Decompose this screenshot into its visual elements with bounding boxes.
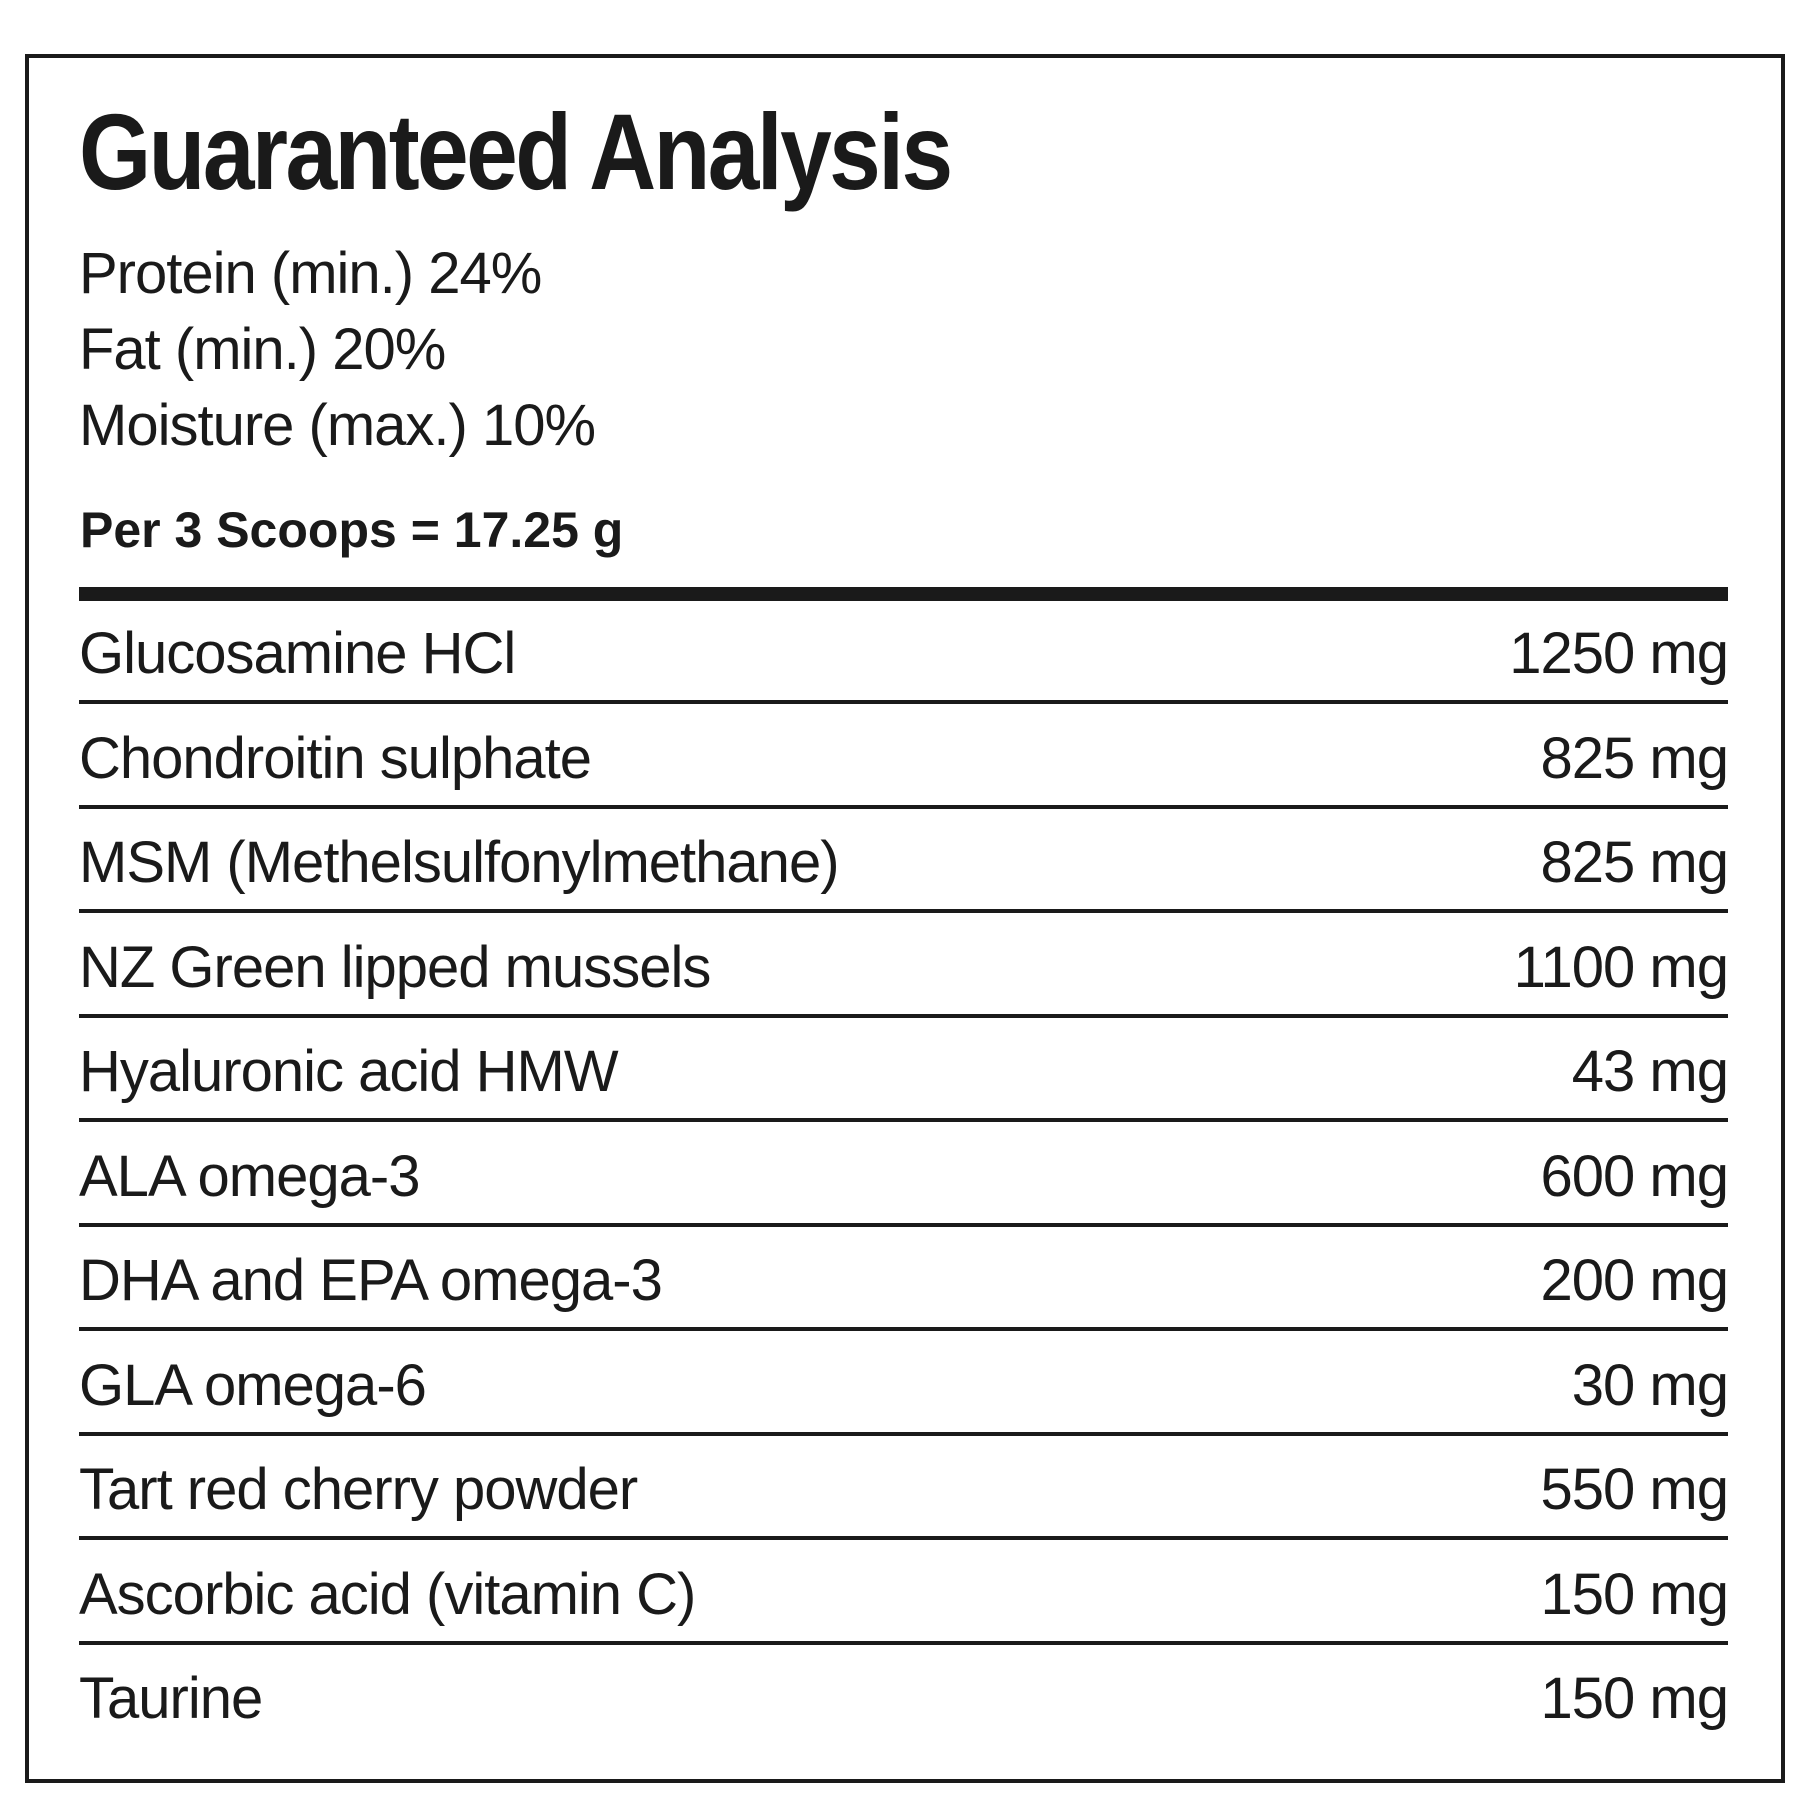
row-rule (79, 1327, 1728, 1331)
ingredient: MSM (Methelsulfonylmethane) (79, 830, 840, 895)
ingredient: NZ Green lipped mussels (79, 934, 711, 1000)
ingredient: DHA and EPA omega-3 (79, 1248, 663, 1313)
ingredient: Glucosamine HCl (79, 621, 516, 686)
ingredient: ALA omega-3 (79, 1143, 420, 1209)
row-rule (79, 1118, 1728, 1122)
guarantee: Protein (min.) 24% (79, 241, 542, 306)
row-rule (79, 1013, 1728, 1018)
thick-rule (79, 587, 1728, 601)
ingredient: Tart red cherry powder (79, 1457, 638, 1522)
row-rule (79, 909, 1728, 913)
title: Guaranteed Analysis (79, 91, 953, 212)
serving: Per 3 Scoops = 17.25 g (80, 502, 624, 558)
row-rule (79, 1431, 1728, 1436)
amount: 150 mg (1540, 1666, 1729, 1731)
ingredient: Chondroitin sulphate (79, 725, 592, 791)
guarantee: Moisture (max.) 10% (79, 393, 596, 458)
ingredient: Taurine (79, 1666, 263, 1731)
row-rule (79, 1222, 1728, 1227)
ingredient: GLA omega-6 (79, 1352, 427, 1418)
row-rule (79, 700, 1728, 704)
amount: 30 mg (1571, 1352, 1729, 1418)
amount: 825 mg (1540, 830, 1729, 895)
amount: 43 mg (1571, 1039, 1729, 1104)
amount: 1250 mg (1509, 621, 1729, 686)
guarantee: Fat (min.) 20% (79, 317, 446, 382)
ingredient: Ascorbic acid (vitamin C) (79, 1561, 696, 1627)
ingredient: Hyaluronic acid HMW (79, 1039, 619, 1104)
amount: 1100 mg (1513, 934, 1729, 1000)
amount: 825 mg (1540, 725, 1729, 791)
amount: 600 mg (1540, 1143, 1729, 1209)
row-rule (79, 1536, 1728, 1540)
amount: 550 mg (1540, 1457, 1729, 1522)
border (25, 54, 1785, 1783)
row-rule (79, 804, 1728, 809)
amount: 200 mg (1540, 1248, 1729, 1313)
amount: 150 mg (1540, 1561, 1729, 1627)
row-rule (79, 1640, 1728, 1645)
